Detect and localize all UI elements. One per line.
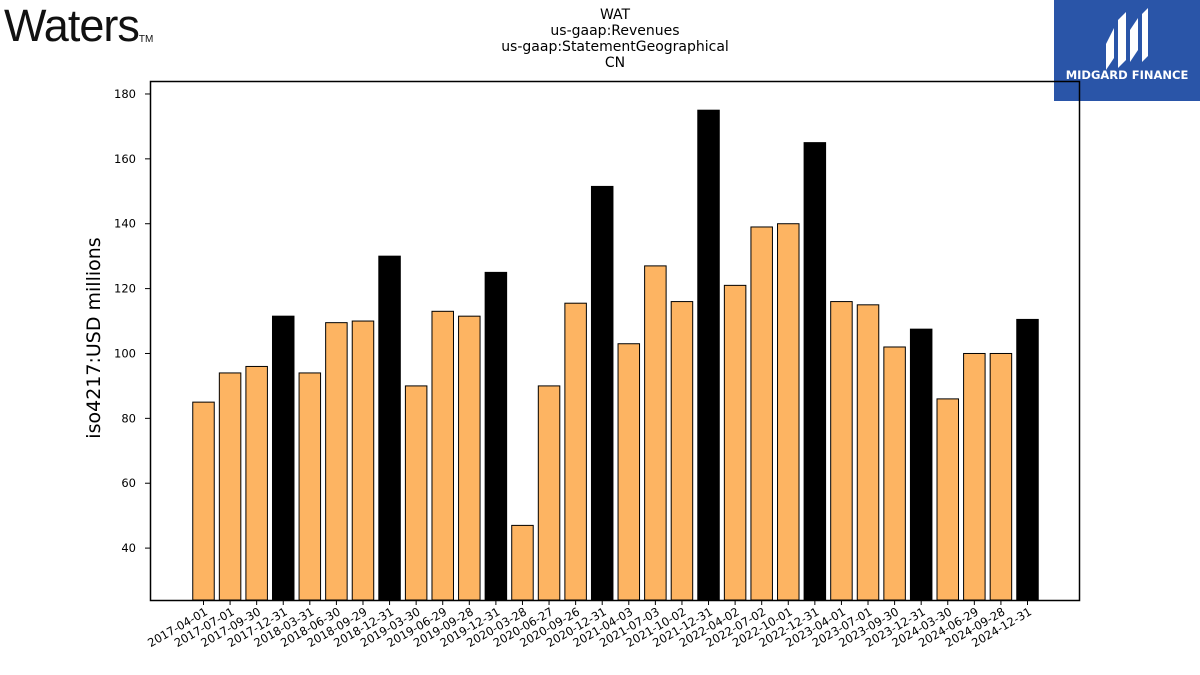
- x-axis: 2017-04-012017-07-012017-09-302017-12-31…: [145, 600, 1034, 650]
- bar-2017-09-30: [245, 365, 268, 601]
- bar-2024-09-28: [989, 352, 1013, 601]
- bar-2021-07-03: [644, 265, 667, 601]
- bar-2020-12-31: [590, 185, 614, 601]
- bar-2020-06-27: [537, 385, 561, 601]
- bar-2018-09-29: [351, 320, 375, 601]
- bar-2019-09-28: [458, 315, 481, 601]
- trademark-mark: TM: [138, 34, 154, 45]
- waters-logo: WatersTM: [4, 2, 153, 50]
- bar-2019-03-30: [404, 385, 428, 601]
- bar-2021-04-03: [617, 343, 641, 601]
- bar-2020-09-26: [564, 302, 587, 601]
- y-axis: 40 60 80 100 120 140 160 180: [114, 87, 150, 555]
- y-axis-label: iso4217:USD millions: [83, 237, 105, 438]
- bar-2022-07-02: [750, 226, 773, 601]
- bar-2019-06-29: [431, 310, 454, 601]
- midgard-finance-badge: MIDGARD FINANCE: [1054, 0, 1200, 101]
- bar-2024-12-31: [1016, 318, 1039, 601]
- bar-2017-04-01: [192, 401, 215, 601]
- title-concept: us-gaap:Revenues: [550, 23, 680, 39]
- title-ticker: WAT: [599, 7, 631, 23]
- y-tick-label: 40: [121, 541, 136, 555]
- bar-2023-12-31: [909, 328, 933, 601]
- bars-group: [192, 109, 1039, 601]
- bar-2017-12-31: [271, 315, 295, 601]
- plot-frame: [149, 80, 1081, 602]
- y-tick-label: 160: [114, 152, 136, 166]
- y-tick-label: 60: [121, 476, 136, 490]
- bar-2024-03-30: [936, 398, 960, 601]
- title-member: CN: [604, 55, 626, 71]
- bar-2022-10-01: [777, 223, 800, 601]
- bar-2023-07-01: [856, 304, 880, 601]
- midgard-logo-icon: [1106, 8, 1148, 70]
- title-axis: us-gaap:StatementGeographical: [501, 39, 729, 55]
- y-tick-label: 180: [114, 87, 136, 101]
- bar-2020-03-28: [511, 524, 534, 601]
- bar-2018-06-30: [325, 322, 348, 601]
- bar-2019-12-31: [484, 271, 508, 601]
- y-tick-label: 140: [114, 217, 136, 231]
- bar-2021-10-02: [670, 301, 694, 601]
- bar-2022-04-02: [723, 284, 747, 601]
- y-tick-label: 120: [114, 282, 136, 296]
- bar-2023-09-30: [883, 346, 906, 601]
- bar-2022-12-31: [803, 142, 827, 601]
- bar-2018-12-31: [378, 255, 401, 601]
- bar-2017-07-01: [218, 372, 242, 601]
- y-tick-label: 100: [114, 346, 136, 360]
- brand-name: MIDGARD FINANCE: [1065, 68, 1189, 82]
- bar-2024-06-29: [963, 352, 986, 601]
- chart-title: WAT us-gaap:Revenues us-gaap:StatementGe…: [415, 7, 815, 71]
- bar-2023-04-01: [830, 301, 853, 601]
- bar-2021-12-31: [697, 109, 720, 601]
- y-tick-label: 80: [121, 411, 136, 425]
- waters-logo-text: Waters: [4, 0, 140, 51]
- bar-2018-03-31: [298, 372, 322, 601]
